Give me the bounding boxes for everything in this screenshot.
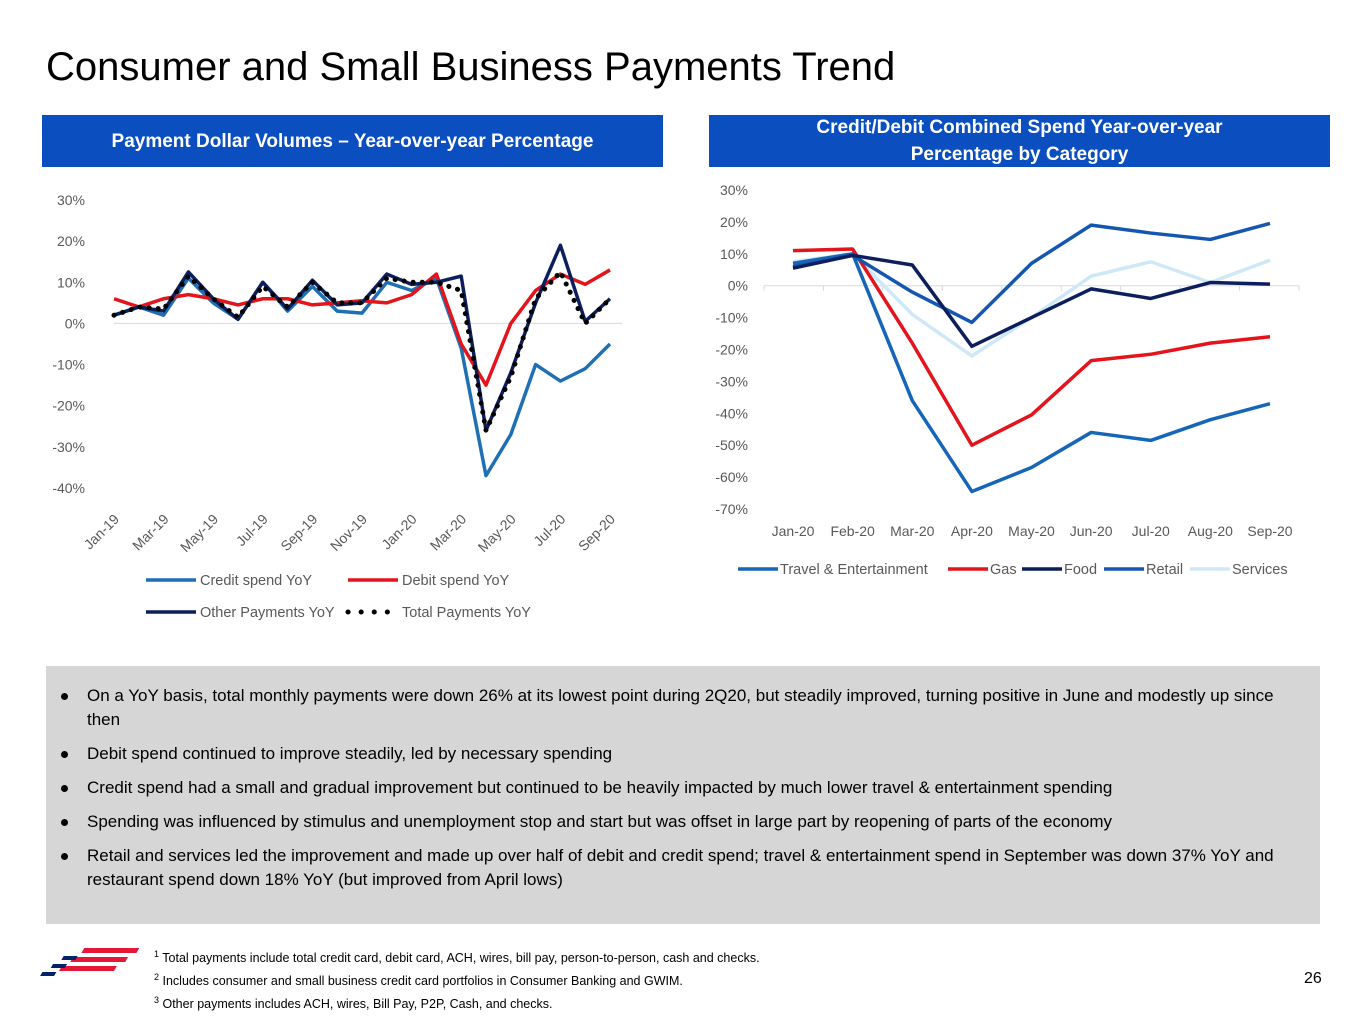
legend-label: Food (1064, 562, 1097, 578)
left-chart-header-text: Payment Dollar Volumes – Year-over-year … (111, 130, 594, 152)
y-tick-label: -40% (52, 480, 85, 496)
bullet-item: On a YoY basis, total monthly payments w… (61, 684, 1280, 732)
y-tick-label: -30% (52, 439, 85, 455)
legend-label: Travel & Entertainment (780, 562, 928, 578)
x-tick-label: Mar-20 (890, 523, 935, 539)
left-chart-header: Payment Dollar Volumes – Year-over-year … (42, 115, 663, 167)
bullet-text: Debit spend continued to improve steadil… (87, 744, 613, 763)
y-tick-label: 30% (720, 182, 748, 198)
legend-label: Retail (1146, 562, 1183, 578)
footnote-text: Total payments include total credit card… (159, 951, 760, 966)
y-tick-label: -70% (715, 501, 748, 517)
y-tick-label: -30% (715, 373, 748, 389)
right-header-line2: Percentage by Category (910, 144, 1129, 165)
footnote-mark: 2 (154, 972, 160, 983)
page-title: Consumer and Small Business Payments Tre… (46, 45, 896, 89)
footnote-text: Other payments includes ACH, wires, Bill… (159, 997, 553, 1012)
y-tick-label: -20% (715, 342, 748, 358)
series-line-food (792, 253, 1271, 349)
bullet-dot-icon (61, 785, 68, 792)
x-tick-label: Aug-20 (1188, 523, 1233, 539)
right-header-line1: Credit/Debit Combined Spend Year-over-ye… (816, 117, 1223, 138)
legend-label: Other Payments YoY (200, 605, 335, 621)
y-tick-label: -20% (52, 398, 85, 414)
series-line-gas (792, 247, 1271, 447)
series-line-total-payments-yoy (111, 269, 613, 433)
series-line-retail (792, 221, 1271, 325)
y-tick-label: -10% (52, 357, 85, 373)
y-tick-label: 30% (57, 192, 85, 208)
y-tick-label: -50% (715, 437, 748, 453)
right-chart-header-text: Credit/Debit Combined Spend Year-over-ye… (816, 114, 1222, 168)
x-tick-label: May-20 (1008, 523, 1055, 539)
y-tick-label: 0% (65, 315, 85, 331)
y-tick-label: 10% (720, 246, 748, 262)
x-tick-label: Jan-20 (772, 523, 815, 539)
bullet-text: Spending was influenced by stimulus and … (87, 812, 1113, 831)
y-tick-label: 20% (57, 233, 85, 249)
y-tick-label: -60% (715, 469, 748, 485)
bullet-list: On a YoY basis, total monthly payments w… (46, 666, 1320, 892)
x-tick-label: Feb-20 (830, 523, 875, 539)
y-tick-label: -10% (715, 310, 748, 326)
x-tick-label: Apr-20 (951, 523, 993, 539)
legend-label: Credit spend YoY (200, 573, 312, 589)
legend-label: Services (1232, 562, 1288, 578)
bullet-dot-icon (61, 751, 68, 758)
bullet-dot-icon (61, 819, 68, 826)
legend-label: Total Payments YoY (402, 605, 531, 621)
y-tick-label: -40% (715, 405, 748, 421)
bullet-dot-icon (61, 853, 68, 860)
page-number: 26 (1304, 970, 1322, 987)
bullet-text: Retail and services led the improvement … (87, 846, 1274, 889)
x-tick-label: Sep-20 (1247, 523, 1292, 539)
bullet-item: Retail and services led the improvement … (61, 844, 1280, 892)
footnotes: 1 Total payments include total credit ca… (154, 945, 760, 1014)
footnote: 2 Includes consumer and small business c… (154, 968, 760, 991)
y-tick-label: 10% (57, 274, 85, 290)
bullet-item: Credit spend had a small and gradual imp… (61, 776, 1280, 800)
series-line-travel-entertainment (792, 252, 1271, 494)
y-tick-label: 20% (720, 214, 748, 230)
footnote-text: Includes consumer and small business cre… (159, 974, 683, 989)
x-tick-label: Jul-20 (1132, 523, 1170, 539)
legend-label: Debit spend YoY (402, 573, 510, 589)
footnote-mark: 3 (154, 995, 160, 1006)
legend-label: Gas (990, 562, 1017, 578)
bank-flag-logo (40, 945, 140, 995)
footnote: 1 Total payments include total credit ca… (154, 945, 760, 968)
right-chart-header: Credit/Debit Combined Spend Year-over-ye… (709, 115, 1330, 167)
footnote-mark: 1 (154, 949, 160, 959)
key-takeaways-box: On a YoY basis, total monthly payments w… (46, 666, 1320, 924)
bullet-text: On a YoY basis, total monthly payments w… (87, 686, 1274, 729)
bullet-dot-icon (61, 693, 68, 700)
x-tick-label: Jun-20 (1070, 523, 1113, 539)
bullet-item: Spending was influenced by stimulus and … (61, 810, 1280, 834)
footnote: 3 Other payments includes ACH, wires, Bi… (154, 991, 760, 1014)
y-tick-label: 0% (728, 278, 748, 294)
bullet-item: Debit spend continued to improve steadil… (61, 742, 1280, 766)
bullet-text: Credit spend had a small and gradual imp… (87, 778, 1113, 797)
series-line-credit-spend-yoy (113, 276, 612, 478)
